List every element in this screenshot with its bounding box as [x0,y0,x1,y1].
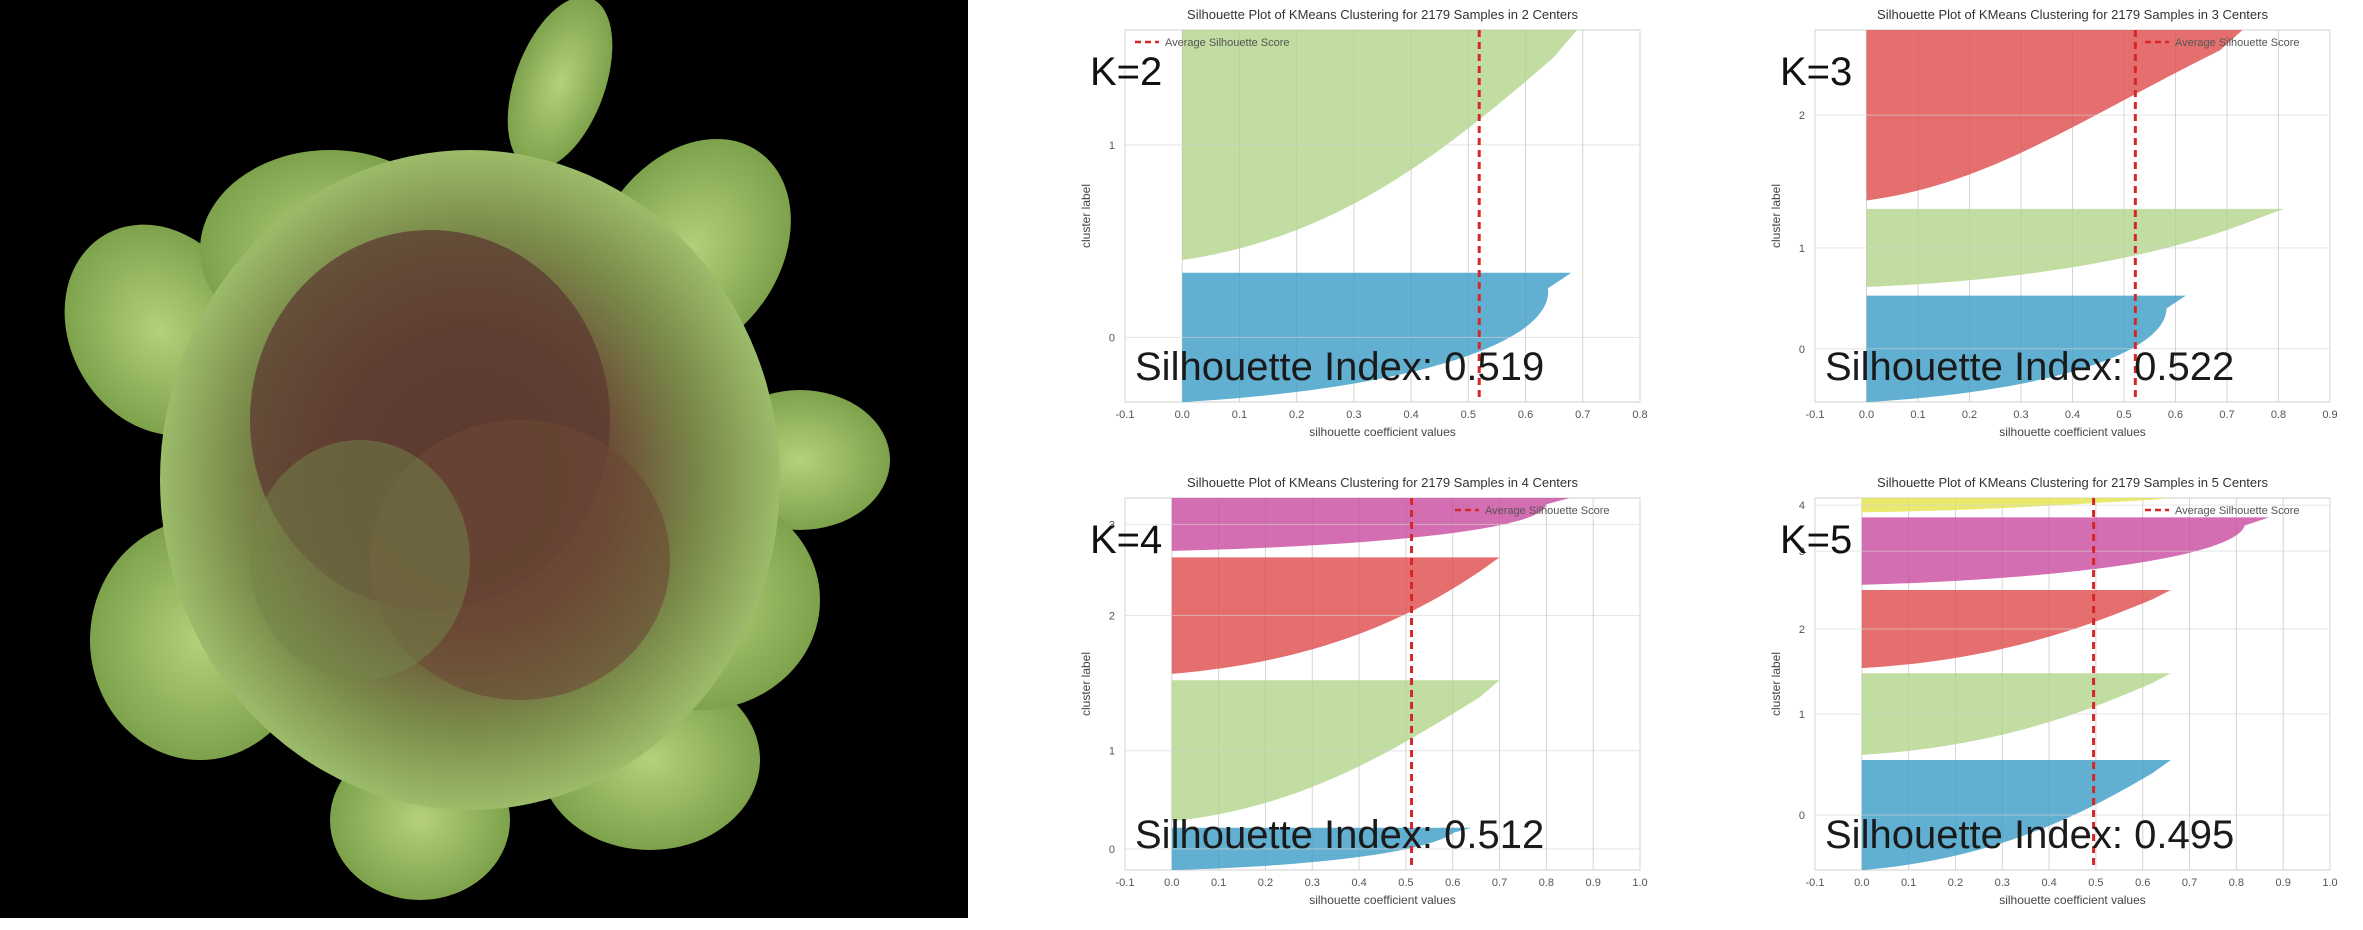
chart-title: Silhouette Plot of KMeans Clustering for… [1877,475,2268,490]
x-tick-label: 0.9 [2322,409,2337,421]
x-tick-label: 0.0 [1175,409,1190,421]
x-tick-label: -0.1 [1806,409,1825,421]
x-tick-label: 0.3 [1346,409,1361,421]
x-tick-label: 0.8 [1632,409,1647,421]
legend-label: Average Silhouette Score [1485,505,1610,517]
chart-title: Silhouette Plot of KMeans Clustering for… [1187,7,1578,22]
y-axis-label: cluster label [1079,184,1093,248]
k-label: K=2 [1090,50,1162,94]
silhouette-index-label: Silhouette Index: 0.495 [1825,813,2234,857]
y-axis-label: cluster label [1079,652,1093,716]
x-tick-label: 0.1 [1232,409,1247,421]
x-tick-label: 0.5 [2088,877,2103,889]
x-tick-label: 0.2 [1962,409,1977,421]
x-tick-label: 0.3 [1305,877,1320,889]
x-tick-label: 0.6 [1518,409,1533,421]
chart-title: Silhouette Plot of KMeans Clustering for… [1877,7,2268,22]
x-tick-label: 0.6 [2135,877,2150,889]
x-tick-label: 0.6 [2168,409,2183,421]
silhouette-plot-k2: Silhouette Plot of KMeans Clustering for… [1030,2,1710,462]
silhouette-plot-k3: Silhouette Plot of KMeans Clustering for… [1720,2,2363,462]
silhouette-index-label: Silhouette Index: 0.522 [1825,345,2234,389]
x-axis-label: silhouette coefficient values [1309,893,1456,907]
x-tick-label: 0.2 [1289,409,1304,421]
k-label: K=4 [1090,518,1162,562]
x-tick-label: 0.5 [1398,877,1413,889]
k-label: K=5 [1780,518,1852,562]
legend-label: Average Silhouette Score [2175,37,2300,49]
k-label: K=3 [1780,50,1852,94]
x-tick-label: 0.0 [1164,877,1179,889]
x-tick-label: 0.4 [2065,409,2080,421]
silhouette-plot-k5: Silhouette Plot of KMeans Clustering for… [1720,470,2363,930]
x-tick-label: 0.8 [2229,877,2244,889]
x-tick-label: 0.3 [1995,877,2010,889]
x-tick-label: 0.8 [1539,877,1554,889]
y-tick-label: 1 [1109,746,1115,758]
y-tick-label: 1 [1109,140,1115,152]
y-tick-label: 1 [1799,243,1805,255]
y-tick-label: 4 [1799,500,1805,512]
y-axis-label: cluster label [1769,184,1783,248]
lettuce-photo [0,0,968,918]
x-axis-label: silhouette coefficient values [1999,893,2146,907]
legend-label: Average Silhouette Score [1165,37,1290,49]
x-tick-label: 0.8 [2271,409,2286,421]
x-tick-label: 0.4 [2041,877,2056,889]
x-tick-label: 0.0 [1859,409,1874,421]
x-tick-label: 0.5 [1461,409,1476,421]
y-tick-label: 2 [1799,624,1805,636]
y-tick-label: 3 [1109,519,1115,531]
y-tick-label: 0 [1109,844,1115,856]
x-tick-label: 0.7 [1575,409,1590,421]
y-tick-label: 2 [1109,611,1115,623]
silhouette-plot-k4: Silhouette Plot of KMeans Clustering for… [1030,470,1710,930]
x-tick-label: 0.9 [1586,877,1601,889]
x-tick-label: 0.1 [1211,877,1226,889]
y-tick-label: 0 [1799,810,1805,822]
legend-label: Average Silhouette Score [2175,505,2300,517]
x-tick-label: 0.0 [1854,877,1869,889]
x-tick-label: -0.1 [1116,877,1135,889]
y-tick-label: 0 [1799,344,1805,356]
x-tick-label: 0.1 [1910,409,1925,421]
x-tick-label: 0.3 [2013,409,2028,421]
x-tick-label: 0.2 [1948,877,1963,889]
x-tick-label: 0.5 [2116,409,2131,421]
x-tick-label: 0.7 [1492,877,1507,889]
x-tick-label: 0.4 [1351,877,1366,889]
x-tick-label: 0.4 [1403,409,1418,421]
y-tick-label: 2 [1799,110,1805,122]
silhouette-index-label: Silhouette Index: 0.512 [1135,813,1544,857]
x-tick-label: 0.7 [2182,877,2197,889]
x-tick-label: -0.1 [1806,877,1825,889]
x-tick-label: 0.6 [1445,877,1460,889]
x-tick-label: 0.2 [1258,877,1273,889]
x-tick-label: 0.1 [1901,877,1916,889]
y-tick-label: 0 [1109,332,1115,344]
y-tick-label: 3 [1799,546,1805,558]
silhouette-index-label: Silhouette Index: 0.519 [1135,345,1544,389]
x-tick-label: 1.0 [1632,877,1647,889]
chart-title: Silhouette Plot of KMeans Clustering for… [1187,475,1578,490]
x-axis-label: silhouette coefficient values [1999,425,2146,439]
x-tick-label: 1.0 [2322,877,2337,889]
x-axis-label: silhouette coefficient values [1309,425,1456,439]
x-tick-label: 0.9 [2276,877,2291,889]
x-tick-label: -0.1 [1116,409,1135,421]
y-axis-label: cluster label [1769,652,1783,716]
x-tick-label: 0.7 [2219,409,2234,421]
lettuce-leaves [64,0,890,900]
y-tick-label: 1 [1799,709,1805,721]
